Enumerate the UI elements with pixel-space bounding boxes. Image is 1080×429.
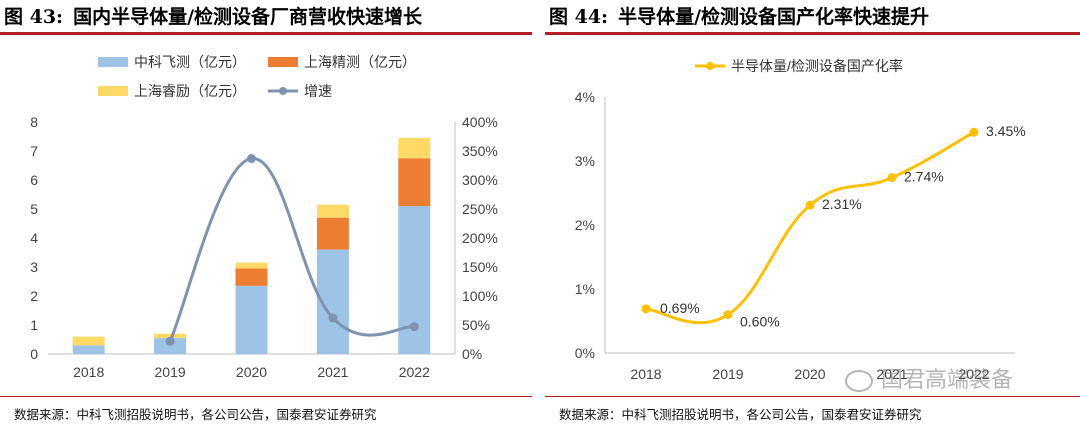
y-tick-label: 0%: [575, 345, 595, 361]
legend-label-localization: 半导体量/检测设备国产化率: [731, 58, 903, 74]
legend-swatch-0: [98, 57, 128, 67]
right-figure-panel: 图 44: 半导体量/检测设备国产化率快速提升 半导体量/检测设备国产化率 0% 1%…: [545, 0, 1080, 429]
legend-swatch-1: [268, 57, 298, 67]
data-label-2019: 0.60%: [740, 314, 780, 330]
y-tick-label: 4: [30, 230, 38, 246]
localization-point-2020: [805, 200, 815, 210]
bar-2022-series-2: [398, 137, 431, 159]
y-tick-label: 3: [30, 259, 38, 275]
y-tick-label: 2: [30, 288, 38, 304]
data-label-2020: 2.31%: [822, 196, 862, 212]
watermark: 国君高端装备: [845, 362, 1013, 394]
bar-2020-series-2: [235, 262, 268, 269]
y2-tick-label: 300%: [462, 172, 498, 188]
growth-line: [168, 157, 415, 342]
y-tick-label: 1: [30, 317, 38, 333]
left-figure-title-text: 国内半导体量/检测设备厂商营收快速增长: [73, 6, 423, 28]
watermark-text: 国君高端装备: [881, 368, 1014, 393]
legend-label-0: 中科飞测（亿元）: [134, 54, 246, 70]
y2-tick-label: 0%: [462, 346, 482, 362]
x-tick-label: 2021: [317, 364, 348, 380]
x-tick-label: 2021: [876, 366, 907, 382]
bar-2019-series-0: [154, 338, 187, 354]
growth-point-2022: [409, 322, 419, 332]
growth-point-2021: [328, 313, 338, 323]
right-figure-title: 图 44: 半导体量/检测设备国产化率快速提升: [549, 2, 929, 29]
localization-rate-line-chart: 半导体量/检测设备国产化率 0% 1% 2% 3% 4% 0.69% 0.60% 2.31% 2.…: [575, 58, 1026, 382]
wechat-icon: [845, 370, 873, 392]
y-tick-label: 4%: [575, 89, 595, 105]
y-tick-label: 7: [30, 143, 38, 159]
left-title-rule: [0, 32, 532, 35]
bar-2020-series-0: [235, 285, 268, 354]
bar-2020-series-1: [235, 268, 268, 286]
growth-point-2019: [165, 336, 175, 346]
legend-marker-localization: [706, 62, 714, 70]
y2-tick-label: 150%: [462, 259, 498, 275]
x-tick-label: 2022: [399, 364, 430, 380]
localization-rate-line: [645, 130, 975, 325]
x-tick-label: 2018: [630, 366, 661, 382]
y2-tick-label: 100%: [462, 288, 498, 304]
x-tick-label: 2019: [155, 364, 186, 380]
y-tick-label: 5: [30, 201, 38, 217]
left-figure-panel: 图 43: 国内半导体量/检测设备厂商营收快速增长 中科飞测（亿元） 上海精测（亿元…: [0, 2, 532, 422]
y2-tick-label: 250%: [462, 201, 498, 217]
y-tick-label: 8: [30, 114, 38, 130]
y-tick-label: 2%: [575, 217, 595, 233]
y2-tick-label: 400%: [462, 114, 498, 130]
revenue-stacked-bar-chart: 中科飞测（亿元） 上海精测（亿元） 上海睿励（亿元） 增速 0 1 2 3 4 5 6 7 8 0% 50%…: [30, 54, 498, 380]
localization-point-2018: [641, 304, 651, 314]
y-tick-label: 0: [30, 346, 38, 362]
y-tick-label: 1%: [575, 281, 595, 297]
x-tick-label: 2018: [73, 364, 104, 380]
legend-marker-growth: [279, 87, 287, 95]
right-figure-title-text: 半导体量/检测设备国产化率快速提升: [618, 6, 930, 28]
bar-2018-series-2: [72, 336, 105, 346]
right-figure-number: 图 44:: [549, 6, 609, 28]
left-figure-number: 图 43:: [4, 6, 64, 28]
y-tick-label: 6: [30, 172, 38, 188]
left-data-source: 数据来源：中科飞测招股说明书，各公司公告，国泰君安证券研究: [14, 407, 377, 422]
bar-2022-series-0: [398, 206, 431, 354]
localization-point-2021: [887, 173, 897, 183]
data-label-2021: 2.74%: [904, 169, 944, 185]
data-label-2018: 0.69%: [660, 300, 700, 316]
bar-2021-series-1: [316, 217, 349, 250]
left-source-rule: [0, 396, 532, 397]
legend-swatch-2: [98, 86, 128, 96]
growth-point-2020: [247, 154, 256, 164]
x-tick-label: 2022: [958, 366, 989, 382]
localization-point-2022: [969, 127, 979, 137]
legend-label-3: 增速: [304, 83, 332, 99]
x-tick-label: 2020: [794, 366, 825, 382]
y2-tick-label: 200%: [462, 230, 498, 246]
right-source-rule: [545, 396, 1080, 397]
x-tick-label: 2020: [236, 364, 267, 380]
bar-2018-series-0: [72, 345, 105, 354]
localization-point-2019: [723, 310, 733, 320]
legend-label-2: 上海睿励（亿元）: [134, 83, 246, 99]
right-data-source: 数据来源：中科飞测招股说明书，各公司公告，国泰君安证券研究: [559, 407, 922, 422]
legend-label-1: 上海精测（亿元）: [304, 54, 416, 70]
data-label-2022: 3.45%: [986, 123, 1026, 139]
y2-tick-label: 350%: [462, 143, 498, 159]
right-title-rule: [545, 32, 1080, 35]
bar-2019-series-2: [154, 333, 187, 339]
bar-2021-series-2: [316, 204, 349, 218]
left-figure-title: 图 43: 国内半导体量/检测设备厂商营收快速增长: [4, 2, 422, 29]
y2-tick-label: 50%: [462, 317, 490, 333]
bar-2022-series-1: [398, 158, 431, 207]
y-tick-label: 3%: [575, 153, 595, 169]
x-tick-label: 2019: [712, 366, 743, 382]
